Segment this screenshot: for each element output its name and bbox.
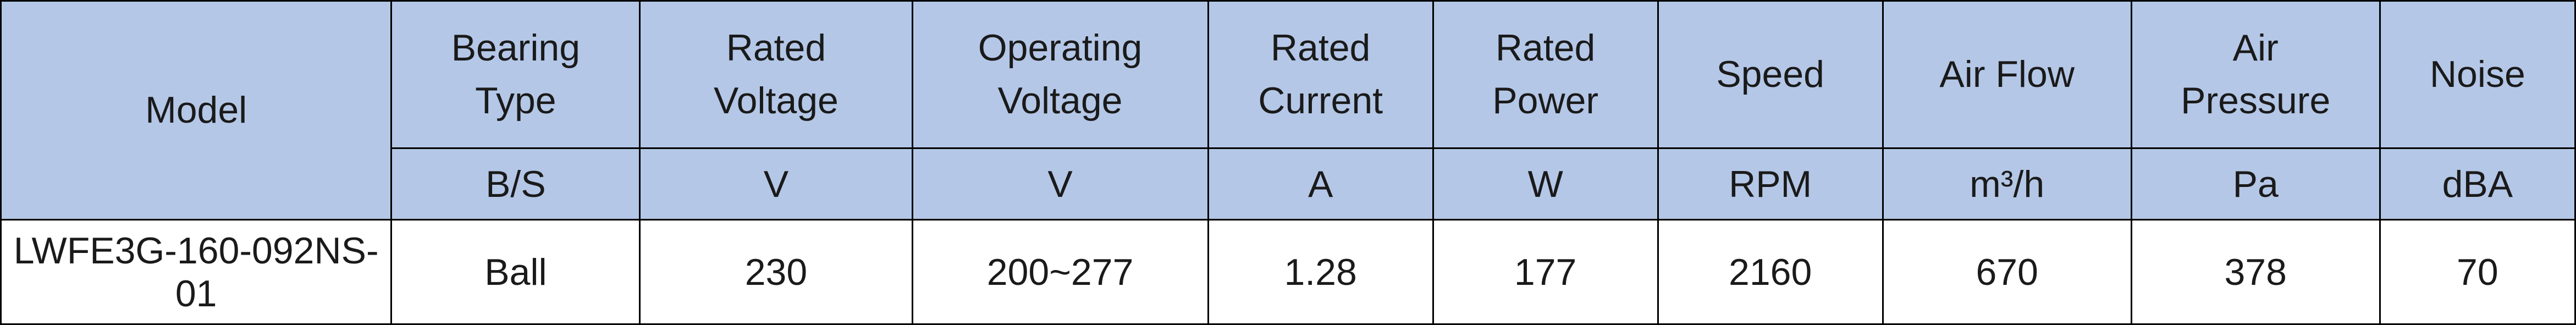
col-header-air: Air Flow	[1883, 1, 2131, 148]
cell-rvolt: 230	[640, 220, 912, 324]
spec-table: Model Bearing Type Rated Voltage Operati…	[0, 0, 2576, 325]
col-unit-speed: RPM	[1658, 148, 1883, 220]
col-unit-press: Pa	[2131, 148, 2380, 220]
col-header-ovolt-l2: Voltage	[998, 80, 1123, 122]
col-header-press-l2: Pressure	[2181, 80, 2330, 122]
col-unit-rcurr: A	[1208, 148, 1433, 220]
col-header-noise: Noise	[2380, 1, 2575, 148]
cell-air: 670	[1883, 220, 2131, 324]
col-unit-rpow: W	[1433, 148, 1658, 220]
col-unit-rvolt: V	[640, 148, 912, 220]
col-header-press-l1: Air	[2233, 27, 2279, 69]
col-header-bearing: Bearing Type	[391, 1, 640, 148]
col-header-press: Air Pressure	[2131, 1, 2380, 148]
col-unit-ovolt: V	[912, 148, 1208, 220]
col-header-rcurr: Rated Current	[1208, 1, 1433, 148]
col-unit-bearing: B/S	[391, 148, 640, 220]
col-unit-air: m³/h	[1883, 148, 2131, 220]
col-header-rpow-l1: Rated	[1496, 27, 1595, 69]
col-header-bearing-l1: Bearing	[451, 27, 580, 69]
col-header-rcurr-l2: Current	[1258, 80, 1383, 122]
col-header-ovolt: Operating Voltage	[912, 1, 1208, 148]
col-header-rvolt-l2: Voltage	[714, 80, 839, 122]
col-header-speed: Speed	[1658, 1, 1883, 148]
col-header-rcurr-l1: Rated	[1271, 27, 1370, 69]
cell-model: LWFE3G-160-092NS-01	[1, 220, 391, 324]
col-header-model: Model	[1, 1, 391, 220]
cell-bearing: Ball	[391, 220, 640, 324]
cell-ovolt: 200~277	[912, 220, 1208, 324]
col-unit-noise: dBA	[2380, 148, 2575, 220]
col-header-bearing-l2: Type	[475, 80, 556, 122]
cell-speed: 2160	[1658, 220, 1883, 324]
cell-rcurr: 1.28	[1208, 220, 1433, 324]
col-header-rvolt-l1: Rated	[726, 27, 826, 69]
col-header-ovolt-l1: Operating	[978, 27, 1143, 69]
col-header-rpow: Rated Power	[1433, 1, 1658, 148]
cell-noise: 70	[2380, 220, 2575, 324]
table-row: LWFE3G-160-092NS-01 Ball 230 200~277 1.2…	[1, 220, 2575, 324]
cell-press: 378	[2131, 220, 2380, 324]
cell-rpow: 177	[1433, 220, 1658, 324]
col-header-rvolt: Rated Voltage	[640, 1, 912, 148]
col-header-rpow-l2: Power	[1492, 80, 1598, 122]
